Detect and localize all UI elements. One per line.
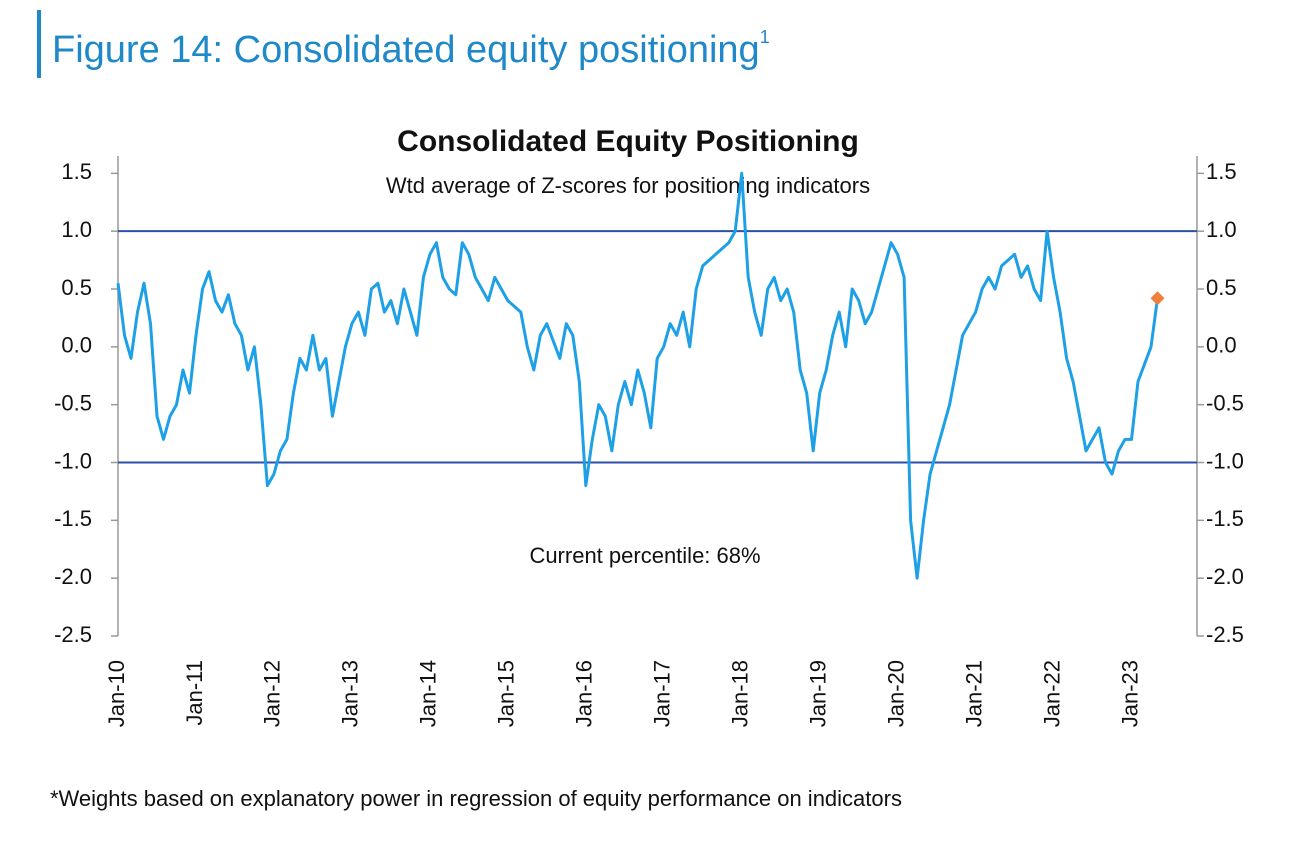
chart-subtitle: Wtd average of Z-scores for positioning … xyxy=(386,173,870,198)
y-tick-label: 0.5 xyxy=(61,275,92,300)
x-tick-label: Jan-12 xyxy=(260,660,285,727)
x-tick-label: Jan-22 xyxy=(1039,660,1064,727)
y-tick-label: -0.5 xyxy=(54,390,92,415)
y2-tick-label: -0.5 xyxy=(1206,390,1244,415)
y-tick-label: -1.5 xyxy=(54,506,92,531)
series-line xyxy=(116,171,1159,580)
x-tick-label: Jan-10 xyxy=(104,660,129,727)
x-tick-label: Jan-23 xyxy=(1117,660,1142,727)
y2-tick-label: -1.0 xyxy=(1206,448,1244,473)
x-tick-label: Jan-13 xyxy=(338,660,363,727)
x-tick-label: Jan-16 xyxy=(572,660,597,727)
x-tick-label: Jan-19 xyxy=(805,660,830,727)
y-tick-label: 1.0 xyxy=(61,217,92,242)
title-bar xyxy=(37,10,41,78)
y2-tick-label: 1.5 xyxy=(1206,159,1237,184)
annotation: Current percentile: 68% xyxy=(529,543,760,568)
y-tick-label: -2.5 xyxy=(54,622,92,647)
y2-tick-label: 0.0 xyxy=(1206,333,1237,358)
y2-tick-label: 1.0 xyxy=(1206,217,1237,242)
x-tick-label: Jan-21 xyxy=(961,660,986,727)
y-tick-label: 0.0 xyxy=(61,333,92,358)
y2-tick-label: -2.5 xyxy=(1206,622,1244,647)
y-tick-label: -2.0 xyxy=(54,564,92,589)
y-tick-label: -1.0 xyxy=(54,448,92,473)
x-tick-label: Jan-20 xyxy=(883,660,908,727)
footnote: *Weights based on explanatory power in r… xyxy=(50,786,902,811)
y-tick-label: 1.5 xyxy=(61,159,92,184)
y2-tick-label: -2.0 xyxy=(1206,564,1244,589)
figure-title: Figure 14: Consolidated equity positioni… xyxy=(52,27,770,71)
figure-title-note: 1 xyxy=(760,27,770,47)
current-marker xyxy=(1150,291,1165,306)
chart-title: Consolidated Equity Positioning xyxy=(397,125,859,158)
y2-tick-label: -1.5 xyxy=(1206,506,1244,531)
x-tick-label: Jan-11 xyxy=(182,660,207,726)
x-tick-label: Jan-14 xyxy=(416,660,441,727)
figure-title-text: Figure 14: Consolidated equity positioni… xyxy=(52,29,760,71)
x-tick-label: Jan-18 xyxy=(728,660,753,727)
x-tick-label: Jan-15 xyxy=(494,660,519,727)
x-tick-label: Jan-17 xyxy=(650,660,675,727)
y2-tick-label: 0.5 xyxy=(1206,275,1237,300)
